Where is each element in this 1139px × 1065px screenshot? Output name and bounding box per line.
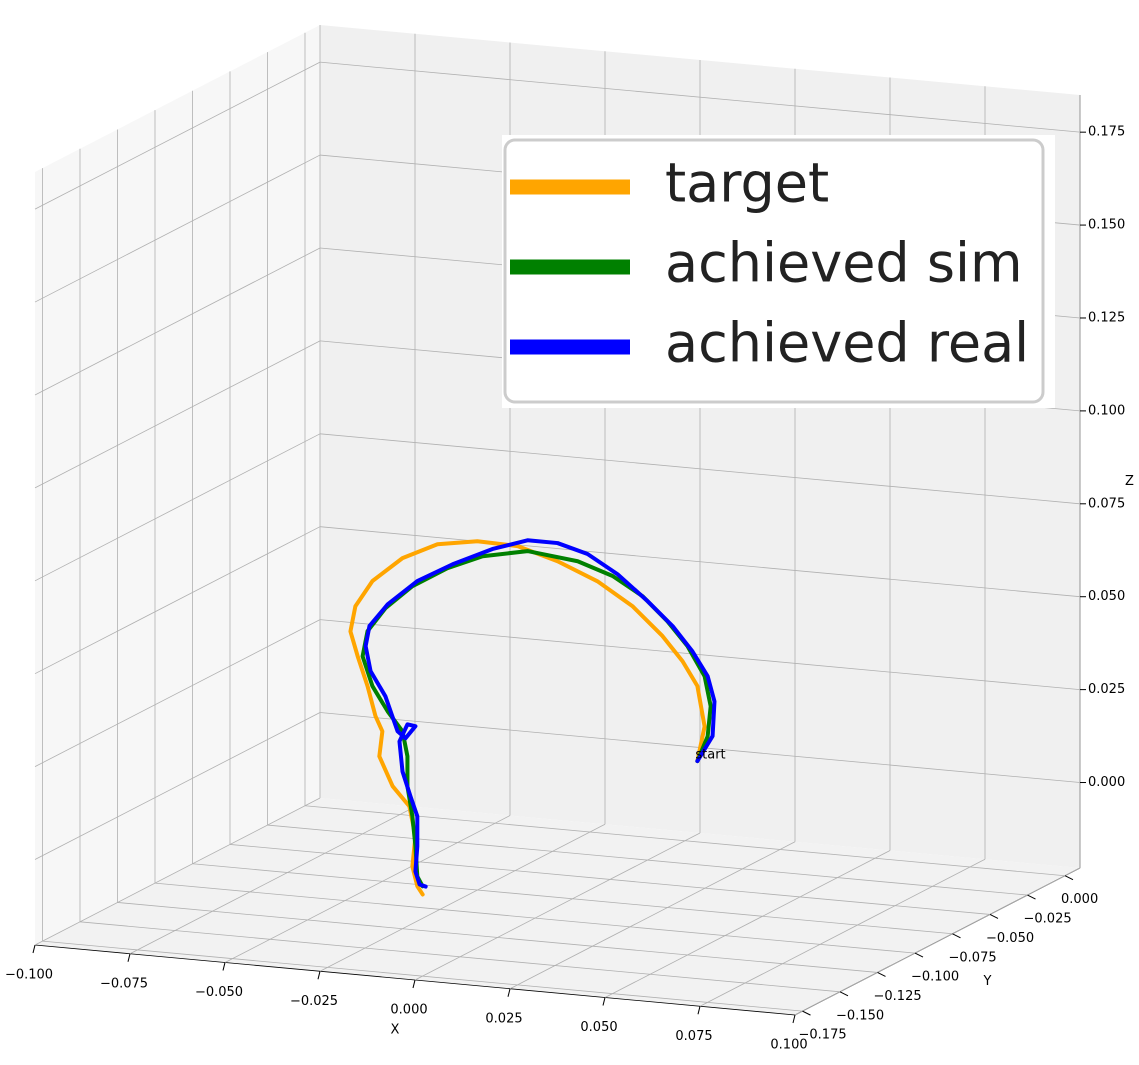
y-tick-label: −0.175 [799,1028,847,1043]
z-axis-title: Z [1125,474,1134,489]
legend-frame [503,138,1045,404]
grid-line [34,61,321,210]
grid-line [34,154,321,303]
z-tick-label: 0.075 [1088,496,1125,511]
grid-line [34,526,321,675]
legend-label: target [665,152,829,215]
x-tick-label: 0.000 [390,1003,427,1018]
grid-line [192,863,953,935]
tick-mark [507,988,511,997]
x-tick-label: −0.075 [100,976,148,991]
grid-line [34,247,321,396]
grid-line [794,867,1081,1016]
tick-mark [1064,875,1074,881]
y-axis-title: Y [983,974,992,989]
y-tick-label: −0.150 [836,1008,884,1023]
y-tick-label: −0.075 [949,950,997,965]
y-tick-label: 0.000 [1061,892,1098,907]
tick-mark [1027,894,1036,900]
z-tick-label: 0.050 [1088,589,1125,604]
tick-mark [802,1010,811,1016]
grid-line [34,797,321,946]
y-tick-label: −0.100 [911,970,959,985]
x-tick-label: 0.025 [485,1011,522,1026]
x-tick-label: −0.050 [195,985,243,1000]
z-tick-label: 0.025 [1088,682,1125,697]
tick-mark [602,997,606,1006]
grid-line [117,902,878,973]
grid-line [414,832,701,981]
legend: target achieved sim achieved real [502,135,1055,408]
x-tick-label: 0.050 [580,1020,617,1035]
grid-line [224,815,511,963]
data-line [348,539,707,897]
z-tick-label: 0.150 [1088,218,1125,233]
grid-line [229,844,991,915]
y-tick-label: −0.050 [986,931,1034,946]
y-tick-label: −0.125 [874,989,922,1004]
x-tick-label: 0.100 [770,1038,807,1053]
grid-line [319,433,1081,505]
grid-line [154,882,916,954]
grid-line [319,61,1081,133]
z-tick-label: 0.125 [1088,310,1125,325]
pane-left [35,25,320,945]
grid-line [34,340,321,489]
tick-mark [989,913,999,919]
grid-line [319,619,1081,691]
z-tick-label: 0.100 [1088,403,1125,418]
y-tick-label: −0.025 [1024,912,1072,927]
tick-mark [914,952,924,958]
grid-line [304,805,1066,877]
tick-mark [697,1006,701,1015]
x-tick-label: −0.100 [5,968,53,983]
grid-line [509,841,796,990]
z-tick-label: 0.000 [1088,775,1125,790]
tick-mark [877,972,886,977]
legend-label: achieved real [665,312,1029,375]
labels: −0.100 −0.075 −0.050 −0.025 0.000 0.025 0.050 0… [5,125,1134,1053]
grid-line [34,433,321,582]
tick-mark [792,1014,796,1024]
grid-line [34,712,321,860]
tick-mark [127,953,131,962]
lines [348,538,717,897]
tick-mark [839,991,849,997]
tick-mark [317,971,321,980]
legend-label: achieved sim [665,232,1023,295]
tick-mark [412,979,416,989]
data-line [363,538,717,889]
annotation: start [695,748,725,763]
x-tick-label: −0.025 [290,994,338,1009]
grid-line [34,619,321,767]
grid-line [699,858,986,1007]
grid-line [319,526,1081,598]
tick-mark [952,933,961,939]
x-axis-title: X [391,1023,400,1038]
tick-mark [32,944,36,954]
x-tick-label: 0.075 [675,1029,712,1044]
z-tick-label: 0.175 [1088,125,1125,140]
grid-line [129,806,416,955]
tick-mark [222,962,226,971]
grid-line [604,850,891,998]
grid-line [319,823,606,972]
grid-line [79,921,841,993]
grid-line [42,940,803,1012]
grid-line [267,824,1028,896]
